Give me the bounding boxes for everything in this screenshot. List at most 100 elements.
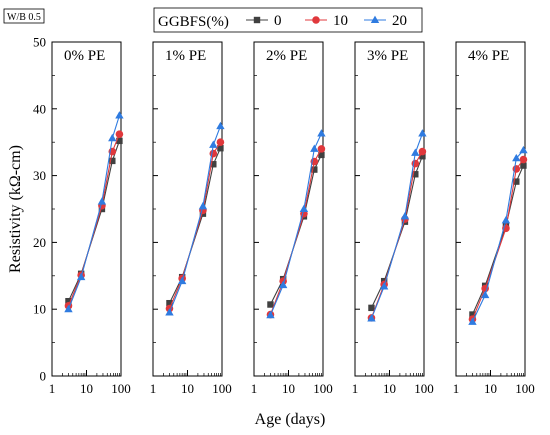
x-tick-label: 1 bbox=[251, 381, 258, 396]
data-point-20 bbox=[512, 153, 521, 162]
data-point-20 bbox=[418, 129, 427, 137]
panel-2: 1 10 100 1% PE bbox=[150, 41, 232, 396]
data-point-20 bbox=[411, 148, 420, 156]
wb-annotation: W/B 0.5 bbox=[3, 8, 45, 24]
x-tick-label: 10 bbox=[484, 381, 497, 396]
data-point-10 bbox=[216, 138, 225, 146]
data-point-20 bbox=[64, 304, 73, 313]
data-point-0 bbox=[412, 171, 419, 178]
data-point-20 bbox=[379, 282, 389, 290]
legend-title: GGBFS(%) bbox=[158, 14, 229, 30]
series-line-0 bbox=[168, 147, 221, 304]
data-point-0 bbox=[368, 304, 375, 312]
x-tick-label: 100 bbox=[111, 381, 131, 396]
data-point-20 bbox=[266, 310, 275, 319]
data-point-0 bbox=[469, 311, 476, 318]
legend-label: 0 bbox=[274, 13, 282, 29]
y-axis-title: Resistivity (kΩ-cm) bbox=[7, 145, 24, 273]
panel-3: 1 10 100 2% PE bbox=[251, 41, 333, 396]
y-tick-label: 50 bbox=[33, 35, 46, 50]
legend-label: 10 bbox=[333, 13, 348, 29]
x-tick-label: 1 bbox=[352, 381, 359, 396]
data-point-20 bbox=[177, 276, 187, 285]
panels-group: 1 10 100 0 10 20 30 40 50 0% PE 1 10 100 1% PE 1 10 100 2… bbox=[33, 35, 535, 397]
x-tick-label: 100 bbox=[212, 381, 232, 396]
x-tick-label: 100 bbox=[515, 381, 535, 396]
data-point-20 bbox=[108, 133, 117, 142]
x-tick-label: 10 bbox=[282, 381, 295, 396]
data-point-0 bbox=[116, 137, 123, 145]
x-tick-label: 100 bbox=[313, 381, 333, 396]
data-point-20 bbox=[299, 204, 309, 212]
panel-title: 4% PE bbox=[468, 48, 509, 64]
y-tick-label: 10 bbox=[33, 302, 46, 317]
data-point-20 bbox=[310, 144, 319, 152]
legend-marker bbox=[312, 16, 320, 24]
data-point-10 bbox=[418, 147, 427, 156]
panel-title: 1% PE bbox=[165, 48, 206, 64]
data-point-20 bbox=[198, 201, 208, 210]
y-tick-label: 0 bbox=[40, 369, 47, 384]
data-point-0 bbox=[513, 178, 520, 185]
panel-frame bbox=[253, 41, 324, 377]
panel-frame bbox=[354, 41, 425, 377]
data-point-10 bbox=[519, 155, 528, 164]
data-point-20 bbox=[468, 317, 477, 325]
wb-annotation-text: W/B 0.5 bbox=[7, 12, 41, 23]
data-point-0 bbox=[217, 145, 224, 152]
data-point-0 bbox=[311, 166, 318, 173]
data-point-20 bbox=[367, 314, 376, 322]
legend-entries: 0 10 20 bbox=[246, 13, 407, 29]
panel-title: 0% PE bbox=[64, 48, 105, 64]
panel-frame bbox=[455, 41, 526, 377]
legend-marker bbox=[370, 15, 380, 23]
panel-1: 1 10 100 0 10 20 30 40 50 0% PE bbox=[33, 35, 131, 397]
panel-4: 1 10 100 3% PE bbox=[352, 41, 434, 396]
series-line-0 bbox=[471, 165, 524, 315]
y-tick-label: 20 bbox=[33, 235, 46, 250]
x-tick-label: 10 bbox=[80, 381, 93, 396]
data-point-0 bbox=[419, 153, 426, 160]
data-point-20 bbox=[76, 272, 86, 281]
data-point-0 bbox=[109, 157, 116, 165]
data-point-0 bbox=[210, 161, 217, 168]
data-point-0 bbox=[318, 151, 325, 159]
data-point-20 bbox=[317, 129, 326, 137]
legend-marker bbox=[253, 16, 261, 24]
x-tick-label: 10 bbox=[383, 381, 396, 396]
y-tick-label: 30 bbox=[33, 168, 46, 183]
x-tick-label: 1 bbox=[453, 381, 460, 396]
x-tick-label: 100 bbox=[414, 381, 434, 396]
series-line-0 bbox=[370, 156, 423, 309]
panel-frame bbox=[51, 41, 122, 377]
data-point-10 bbox=[317, 145, 326, 153]
data-point-20 bbox=[278, 280, 288, 289]
data-point-20 bbox=[501, 215, 511, 224]
legend: GGBFS(%) 0 10 20 bbox=[153, 7, 423, 33]
panel-title: 2% PE bbox=[266, 48, 307, 64]
x-tick-label: 1 bbox=[49, 381, 56, 396]
data-point-20 bbox=[519, 145, 528, 154]
panel-frame bbox=[152, 41, 223, 377]
data-point-0 bbox=[520, 162, 527, 169]
data-point-20 bbox=[97, 197, 107, 205]
y-tick-label: 40 bbox=[33, 101, 46, 116]
data-point-20 bbox=[115, 111, 124, 119]
wb-annotation-box bbox=[3, 8, 45, 24]
x-axis-title: Age (days) bbox=[255, 411, 326, 428]
data-point-10 bbox=[115, 130, 124, 138]
data-point-20 bbox=[480, 290, 490, 299]
x-tick-label: 1 bbox=[150, 381, 157, 396]
panel-5: 1 10 100 4% PE bbox=[453, 41, 535, 396]
data-point-0 bbox=[267, 301, 274, 308]
x-tick-label: 10 bbox=[181, 381, 194, 396]
panel-title: 3% PE bbox=[367, 48, 408, 64]
data-point-0 bbox=[166, 299, 173, 307]
series-line-0 bbox=[67, 140, 120, 302]
series-line-0 bbox=[269, 154, 322, 305]
data-point-20 bbox=[209, 140, 218, 148]
series-line-20 bbox=[67, 115, 120, 310]
data-point-10 bbox=[209, 149, 218, 158]
data-point-20 bbox=[165, 308, 174, 316]
